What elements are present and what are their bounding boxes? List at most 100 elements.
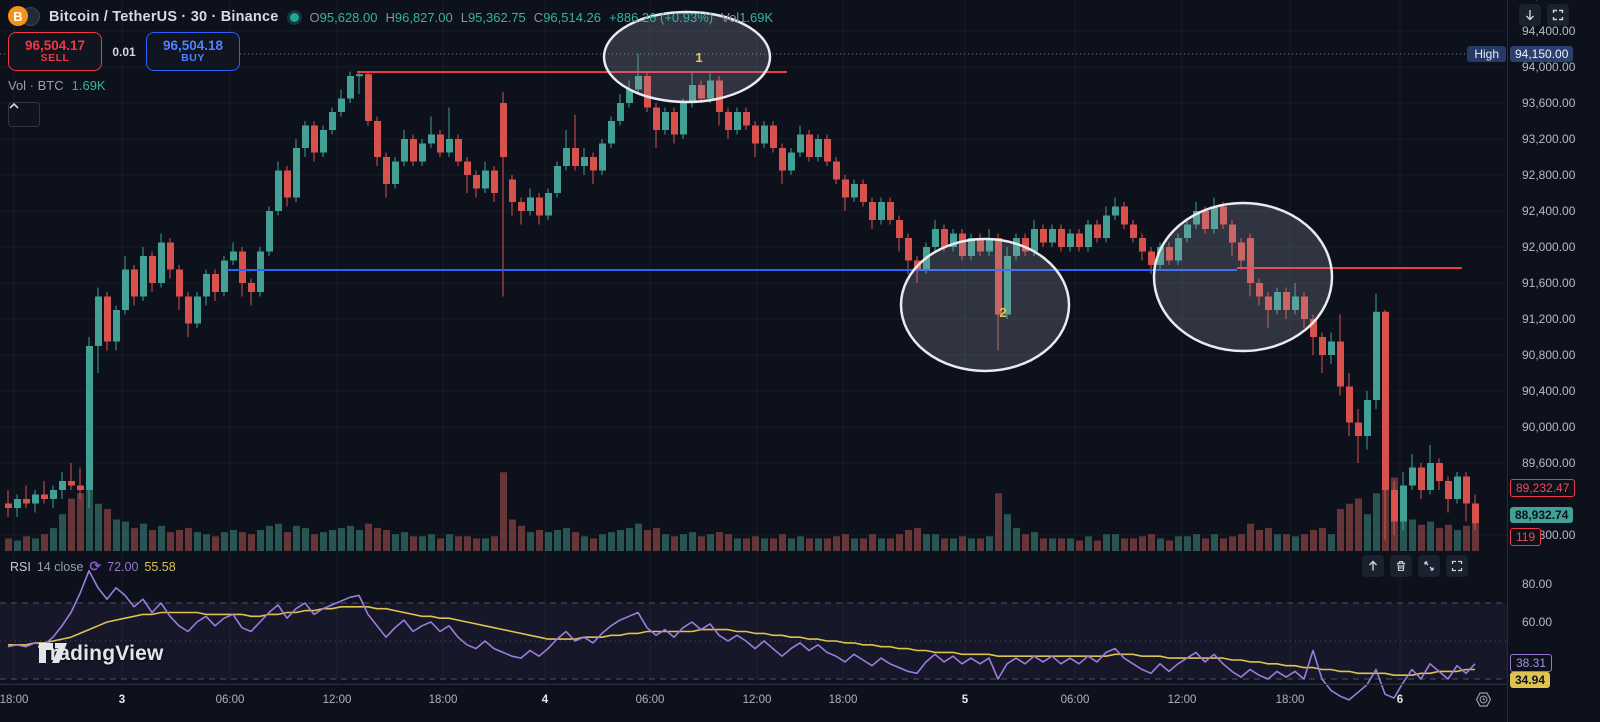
candle-body [1247,238,1254,283]
volume-bar [374,527,381,551]
volume-indicator-row[interactable]: Vol · BTC 1.69K [8,78,106,93]
volume-bar [149,530,156,551]
volume-bar [14,540,21,551]
candle-body [1166,247,1173,261]
volume-bar [392,534,399,551]
rsi-ma-value-chip: 34.94 [1510,672,1551,688]
candle-body [320,130,327,153]
candle-body [356,74,363,77]
volume-bar [338,527,345,551]
volume-bar [770,538,777,551]
annotation-ellipse-3[interactable] [1152,201,1334,353]
candle-body [266,211,273,252]
annotation-ellipse-2[interactable] [899,237,1071,373]
volume-bar [176,530,183,551]
rsi-maximize-button[interactable] [1418,555,1440,577]
volume-bar [77,493,84,551]
volume-bar [1166,540,1173,551]
volume-bar [1130,538,1137,551]
volume-bar [1454,530,1461,551]
rsi-tick: 80.00 [1522,577,1553,591]
candle-body [995,238,1002,315]
candle-body [1436,463,1443,481]
collapse-legend-button[interactable] [8,102,40,127]
high-price-chip: 94,150.00 [1510,46,1574,62]
volume-bar [1274,534,1281,551]
scroll-to-recent-button[interactable] [1519,4,1541,26]
candle-body [302,125,309,148]
volume-bar [428,534,435,551]
symbol-title[interactable]: Bitcoin / TetherUS · 30 · Binance [49,9,279,25]
volume-bar [950,538,957,551]
price-tick: 91,200.00 [1522,312,1576,326]
volume-bar [977,538,984,551]
rsi-pane[interactable] [0,552,1507,722]
time-axis[interactable]: 18:00 3 06:00 12:00 18:00 4 06:00 12:00 18:00 5 06… [0,684,1507,722]
time-tick-day: 6 [1396,694,1404,706]
candle-body [563,148,570,166]
time-tick: 06:00 [1060,694,1090,706]
candle-body [14,499,21,508]
rsi-refresh-icon[interactable]: ⟳ [89,558,102,574]
candle-body [482,170,489,189]
candle-body [392,161,399,184]
volume-bar [464,536,471,551]
candle-body [662,112,669,130]
candle-body [905,238,912,261]
candle-body [770,125,777,148]
candle-body [572,148,579,166]
candle-body [1157,247,1164,265]
candle-body [95,296,102,346]
candle-body [581,157,588,166]
volume-bar [1103,534,1110,551]
volume-bar [509,519,516,551]
candle-body [1175,238,1182,261]
candle-body [986,238,993,252]
candle-body [707,80,714,99]
volume-bar [959,536,966,551]
rsi-move-pane-up-button[interactable] [1362,555,1384,577]
rsi-title[interactable]: RSI [10,559,31,574]
time-tick-day: 4 [541,694,549,706]
candle-body [518,202,525,211]
volume-bar [1022,534,1029,551]
candle-body [1220,206,1227,225]
candle-body [698,85,705,99]
volume-bar [1148,534,1155,551]
volume-bar [995,493,1002,551]
volume-bar [860,538,867,551]
volume-bar [383,530,390,551]
volume-bar [185,527,192,551]
rsi-delete-button[interactable] [1390,555,1412,577]
alert-price-chip[interactable]: 89,232.47 [1510,479,1576,497]
candle-body [1112,206,1119,216]
buy-button[interactable]: 96,504.18 BUY [146,32,240,71]
volume-bar [644,530,651,551]
candle-body [833,161,840,180]
volume-bar [1310,530,1317,551]
screenshot-button[interactable] [1547,4,1569,26]
price-axis[interactable]: 94,800.00 94,400.00 94,000.00 93,600.00 93,2… [1507,0,1600,722]
volume-bar [968,538,975,551]
sell-button[interactable]: 96,504.17 SELL [8,32,102,71]
rsi-fullscreen-button[interactable] [1446,555,1468,577]
candle-body [248,283,255,292]
candle-body [500,103,507,157]
volume-bar [698,536,705,551]
volume-bar [626,527,633,551]
candle-body [1004,256,1011,315]
annotation-ellipse-1[interactable] [602,10,772,104]
candle-body [113,310,120,342]
volume-bar [563,527,570,551]
volume-bar [689,532,696,551]
volume-bar [365,523,372,551]
volume-bar [833,536,840,551]
price-chart-pane[interactable]: 12 [0,0,1507,552]
candle-body [950,233,957,247]
volume-bar [23,536,30,551]
volume-bar [401,532,408,551]
volume-bar [500,472,507,551]
candle-body [869,202,876,220]
volume-bar [1031,532,1038,551]
volume-bar [5,538,12,551]
